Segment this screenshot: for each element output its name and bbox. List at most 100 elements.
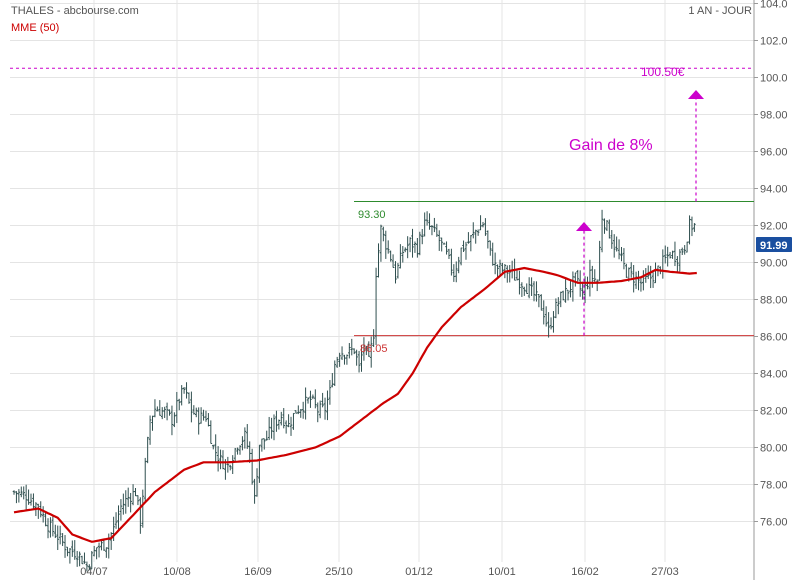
ohlc-bar xyxy=(97,542,101,558)
ohlc-bar xyxy=(139,497,142,534)
ohlc-bar xyxy=(649,265,652,289)
ohlc-bar xyxy=(622,248,626,270)
ohlc-bar xyxy=(693,223,696,232)
ohlc-bar xyxy=(685,241,689,253)
ohlc-bar xyxy=(639,277,643,292)
ohlc-bar xyxy=(282,408,286,429)
ohlc-bar xyxy=(384,230,388,259)
ohlc-bar xyxy=(476,229,480,236)
ohlc-bar xyxy=(177,398,181,411)
ohlc-bar xyxy=(182,387,186,394)
ohlc-bar xyxy=(56,525,60,551)
ohlc-bar xyxy=(194,407,198,418)
ohlc-bar xyxy=(245,424,249,449)
ohlc-bar xyxy=(445,241,448,255)
ohlc-bar xyxy=(24,484,28,511)
ohlc-bar xyxy=(447,248,451,259)
ohlc-bar xyxy=(505,265,509,283)
ohlc-bar xyxy=(680,247,684,255)
ema-line xyxy=(13,266,697,543)
ohlc-bar xyxy=(92,545,96,557)
y-tick-label: 96.00 xyxy=(760,147,788,159)
x-tick-label: 01/12 xyxy=(405,566,433,578)
ohlc-bar xyxy=(688,215,691,245)
ohlc-bar xyxy=(588,259,592,297)
ohlc-bar xyxy=(433,217,436,233)
chart-title: THALES - abcbourse.com xyxy=(11,5,139,17)
ohlc-bar xyxy=(540,294,543,311)
ohlc-bar xyxy=(396,262,400,279)
ohlc-bar xyxy=(625,263,628,278)
ohlc-bar xyxy=(187,392,191,404)
ohlc-bar xyxy=(272,414,276,441)
ohlc-bar xyxy=(301,401,305,419)
ohlc-bar xyxy=(29,493,33,506)
ohlc-bar xyxy=(683,245,686,255)
ohlc-bar xyxy=(491,242,495,266)
ohlc-bar xyxy=(673,241,677,267)
ohlc-bar xyxy=(41,506,45,523)
ohlc-bar xyxy=(486,230,490,249)
ohlc-bar xyxy=(459,247,463,266)
ohlc-bar xyxy=(309,390,312,408)
ohlc-bar xyxy=(454,261,458,283)
indicator-label: MME (50) xyxy=(11,22,59,34)
ohlc-bar xyxy=(299,408,303,418)
ohlc-bar xyxy=(464,241,468,260)
ohlc-bar xyxy=(403,247,407,253)
ohlc-bar xyxy=(605,220,609,231)
ohlc-bar xyxy=(236,447,239,455)
ohlc-bar xyxy=(362,337,366,361)
ohlc-bar xyxy=(428,213,431,230)
ohlc-bar xyxy=(425,211,429,226)
ohlc-bar xyxy=(389,250,392,262)
ohlc-bar xyxy=(248,441,252,464)
ohlc-bar xyxy=(175,391,179,424)
y-tick-label: 100.0 xyxy=(760,73,788,85)
ohlc-bar xyxy=(591,265,594,288)
ohlc-bar xyxy=(126,487,130,507)
ohlc-bar xyxy=(408,237,412,253)
y-tick-label: 94.00 xyxy=(760,184,788,196)
ohlc-bar xyxy=(498,259,502,276)
ohlc-bar xyxy=(338,352,341,367)
ohlc-bar xyxy=(284,420,288,434)
ohlc-bar xyxy=(671,250,674,259)
x-axis: 04/07 10/08 16/09 25/10 01/12 10/01 16/02 27/03 xyxy=(80,566,679,578)
ohlc-bar xyxy=(27,489,30,505)
ohlc-bar xyxy=(117,505,120,532)
ohlc-bar xyxy=(471,222,475,239)
ohlc-bar xyxy=(153,399,157,418)
x-tick-label: 04/07 xyxy=(80,566,108,578)
ohlc-bar xyxy=(192,405,196,415)
ohlc-bar xyxy=(559,291,563,308)
ohlc-bar xyxy=(523,286,526,296)
ohlc-bar xyxy=(549,317,553,330)
ohlc-bar xyxy=(369,336,373,368)
ohlc-bar xyxy=(416,237,419,258)
ohlc-bar xyxy=(450,248,453,276)
ohlc-bar xyxy=(527,277,531,299)
ohlc-bar xyxy=(666,246,669,267)
ohlc-bar xyxy=(600,209,604,253)
ohlc-bar xyxy=(61,533,64,547)
ohlc-bar xyxy=(105,547,108,558)
ohlc-bar xyxy=(214,434,217,463)
ohlc-bar xyxy=(668,251,672,259)
ohlc-bar xyxy=(467,232,470,244)
ohlc-bar xyxy=(253,478,256,504)
ohlc-bar xyxy=(219,449,222,470)
ohlc-bar xyxy=(335,356,339,368)
ohlc-bar xyxy=(430,225,434,236)
ohlc-bar xyxy=(258,444,261,483)
ohlc-bar xyxy=(515,270,519,281)
ohlc-bar xyxy=(114,512,118,529)
ohlc-bar xyxy=(452,264,456,282)
ohlc-bar xyxy=(343,354,346,365)
ohlc-bar xyxy=(134,488,137,497)
ohlc-bar xyxy=(66,546,69,557)
ohlc-bar xyxy=(255,468,259,497)
ohlc-bar xyxy=(267,416,271,441)
ohlc-bar xyxy=(411,228,414,258)
ohlc-bar xyxy=(260,438,264,452)
